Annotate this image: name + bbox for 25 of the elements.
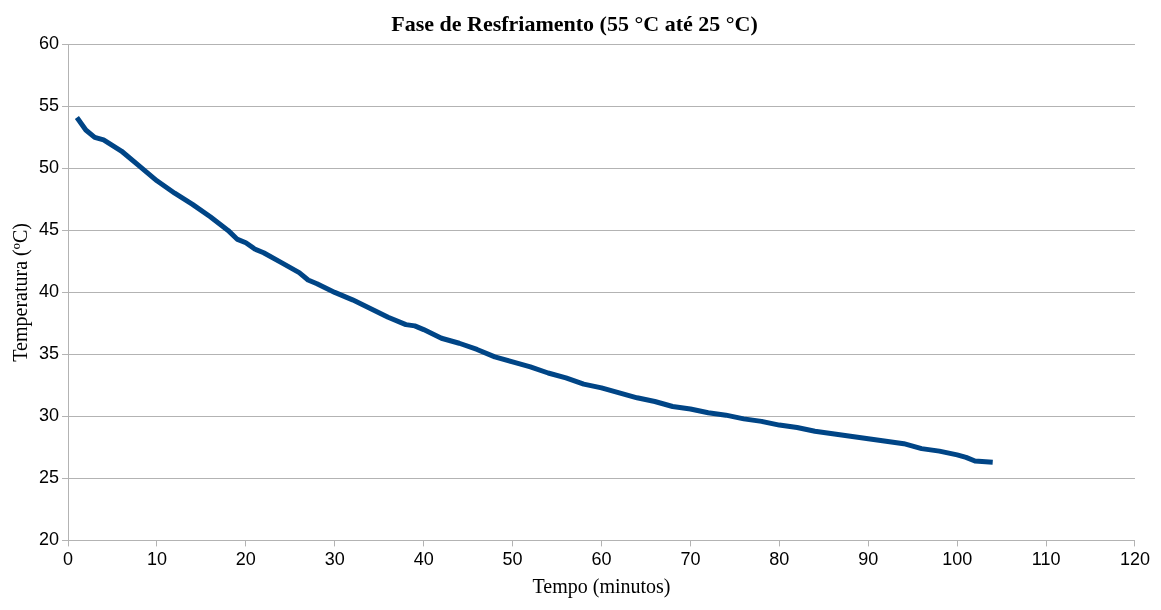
x-tick-label: 20 [235, 549, 256, 570]
y-tick-label: 60 [38, 33, 60, 54]
y-axis-title: Temperatura (ºC) [9, 223, 33, 362]
x-tick-label: 60 [591, 549, 612, 570]
y-tick-label: 45 [38, 219, 60, 240]
y-tick-label: 50 [38, 157, 60, 178]
x-tick-label: 70 [680, 549, 701, 570]
y-tick-label: 35 [38, 343, 60, 364]
x-tick-label: 50 [502, 549, 523, 570]
x-tick-label: 90 [858, 549, 879, 570]
y-tick-label: 40 [38, 281, 60, 302]
y-tick-label: 25 [38, 467, 60, 488]
x-tick-label: 10 [146, 549, 167, 570]
chart-title: Fase de Resfriamento (55 °C até 25 °C) [391, 10, 758, 36]
x-tick-label: 80 [769, 549, 790, 570]
x-tick-label: 40 [413, 549, 434, 570]
x-axis-title: Tempo (minutos) [532, 575, 671, 599]
x-tick-label: 100 [942, 549, 973, 570]
x-tick-label: 120 [1119, 549, 1151, 570]
x-tick-label: 0 [63, 549, 74, 570]
y-tick-label: 20 [38, 529, 60, 550]
x-tick-label: 30 [324, 549, 345, 570]
y-tick-label: 55 [38, 95, 60, 116]
y-tick-label: 30 [38, 405, 60, 426]
x-tick-label: 110 [1031, 549, 1061, 570]
